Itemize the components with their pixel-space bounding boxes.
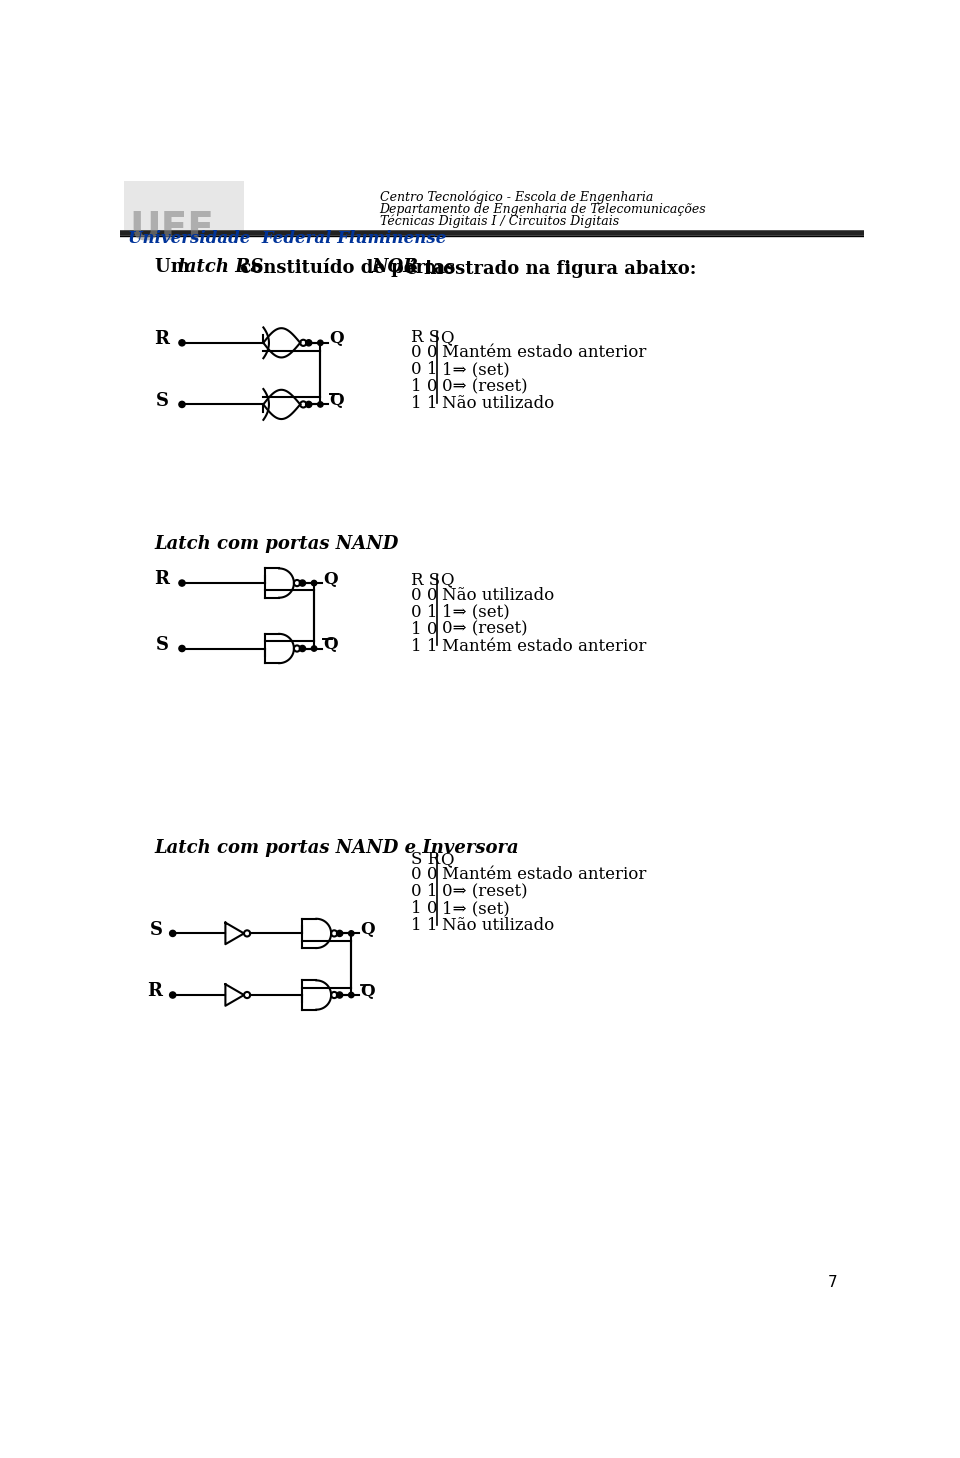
- Text: Mantém estado anterior: Mantém estado anterior: [442, 866, 646, 884]
- Text: Não utilizado: Não utilizado: [442, 588, 554, 604]
- Text: Técnicas Digitais I / Circuitos Digitais: Técnicas Digitais I / Circuitos Digitais: [379, 214, 619, 229]
- Text: 0 0: 0 0: [411, 588, 437, 604]
- Text: S: S: [156, 636, 169, 653]
- Text: Mantém estado anterior: Mantém estado anterior: [442, 344, 646, 362]
- Text: constituído de portas: constituído de portas: [234, 258, 462, 277]
- Text: Q: Q: [324, 570, 338, 588]
- Text: NOR: NOR: [372, 258, 419, 276]
- Circle shape: [179, 646, 185, 652]
- Text: R: R: [154, 570, 169, 588]
- Circle shape: [348, 930, 354, 936]
- Circle shape: [179, 580, 185, 586]
- Circle shape: [311, 580, 317, 586]
- Text: Q: Q: [361, 983, 375, 1000]
- Text: 1⇒ (set): 1⇒ (set): [442, 604, 510, 621]
- Text: 0⇒ (reset): 0⇒ (reset): [442, 884, 527, 901]
- Text: 1 0: 1 0: [411, 621, 437, 637]
- Text: 0 0: 0 0: [411, 866, 437, 884]
- Text: Q: Q: [329, 392, 345, 410]
- Text: Q: Q: [440, 572, 453, 589]
- Circle shape: [300, 580, 305, 586]
- Text: 0 1: 0 1: [411, 604, 437, 621]
- Text: 1⇒ (set): 1⇒ (set): [442, 362, 510, 378]
- Circle shape: [179, 340, 185, 346]
- Text: 0 1: 0 1: [411, 362, 437, 378]
- Text: latch RS: latch RS: [179, 258, 263, 276]
- Text: R S: R S: [411, 572, 440, 589]
- Circle shape: [170, 991, 176, 999]
- Circle shape: [300, 646, 305, 652]
- Text: 7: 7: [828, 1274, 838, 1290]
- Text: 1 0: 1 0: [411, 378, 437, 395]
- Text: Q: Q: [440, 330, 453, 346]
- Text: 0 0: 0 0: [411, 344, 437, 362]
- Circle shape: [318, 340, 324, 346]
- Text: R: R: [154, 330, 169, 348]
- Text: Latch com portas NAND: Latch com portas NAND: [155, 535, 399, 554]
- Circle shape: [179, 401, 185, 407]
- Circle shape: [337, 930, 343, 936]
- Bar: [124, 181, 244, 232]
- Text: Q: Q: [440, 851, 453, 868]
- Circle shape: [305, 340, 312, 346]
- Text: Latch com portas NAND e Inversora: Latch com portas NAND e Inversora: [155, 840, 519, 857]
- Text: R S: R S: [411, 330, 440, 346]
- Text: 0⇒ (reset): 0⇒ (reset): [442, 378, 527, 395]
- Text: S: S: [156, 392, 169, 410]
- Text: Um: Um: [155, 258, 196, 276]
- Text: é mostrado na figura abaixo:: é mostrado na figura abaixo:: [399, 258, 696, 277]
- Text: 0⇒ (reset): 0⇒ (reset): [442, 621, 527, 637]
- Text: Não utilizado: Não utilizado: [442, 395, 554, 413]
- Text: 1 1: 1 1: [411, 395, 437, 413]
- Circle shape: [311, 646, 317, 652]
- Text: Centro Tecnológico - Escola de Engenharia: Centro Tecnológico - Escola de Engenhari…: [379, 191, 653, 204]
- Text: R: R: [148, 983, 162, 1000]
- Text: 1⇒ (set): 1⇒ (set): [442, 900, 510, 917]
- Circle shape: [337, 991, 343, 999]
- Text: UFF: UFF: [130, 210, 214, 248]
- Circle shape: [348, 993, 354, 997]
- Text: S: S: [150, 920, 162, 939]
- Text: Q: Q: [361, 921, 375, 937]
- Text: 1 1: 1 1: [411, 637, 437, 655]
- Text: Q: Q: [329, 331, 345, 347]
- Text: Universidade  Federal Fluminense: Universidade Federal Fluminense: [128, 230, 446, 248]
- Circle shape: [170, 930, 176, 936]
- Text: Q: Q: [324, 636, 338, 653]
- Text: 1 0: 1 0: [411, 900, 437, 917]
- Text: 0 1: 0 1: [411, 884, 437, 901]
- Text: Departamento de Engenharia de Telecomunicações: Departamento de Engenharia de Telecomuni…: [379, 203, 707, 216]
- Text: 1 1: 1 1: [411, 917, 437, 935]
- Circle shape: [318, 402, 324, 407]
- Circle shape: [305, 401, 312, 407]
- Text: Não utilizado: Não utilizado: [442, 917, 554, 935]
- Text: S R: S R: [411, 851, 440, 868]
- Text: Mantém estado anterior: Mantém estado anterior: [442, 637, 646, 655]
